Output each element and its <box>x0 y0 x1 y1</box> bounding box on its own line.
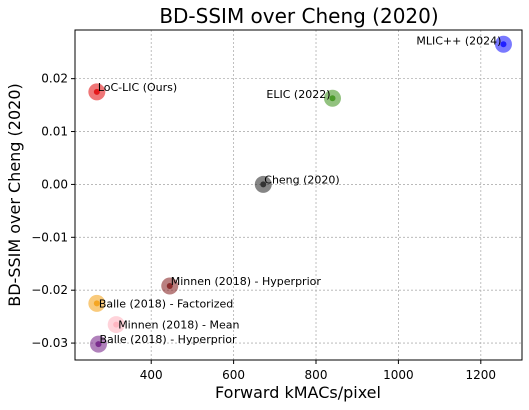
x-tick-label: 1200 <box>466 368 497 382</box>
data-point-label: MLIC++ (2024) <box>416 34 501 47</box>
data-point <box>329 95 336 102</box>
data-point-label: ELIC (2022) <box>266 88 330 101</box>
grid-lines <box>75 30 522 360</box>
data-points: LoC-LIC (Ours) ELIC (2022) MLIC++ (2024) Ch… <box>88 34 512 353</box>
data-point <box>166 282 173 289</box>
data-point <box>93 88 100 95</box>
axis-ticks: 400 600 800 1000 1200 −0.03 −0.02 −0.01 0.00 0.01… <box>31 72 496 382</box>
data-point-label: Balle (2018) - Factorized <box>99 297 233 310</box>
y-tick-label: 0.02 <box>41 72 68 86</box>
x-tick-label: 1000 <box>383 368 414 382</box>
x-axis-label: Forward kMACs/pixel <box>215 383 381 402</box>
y-tick-label: 0.00 <box>41 177 68 191</box>
x-tick-label: 600 <box>222 368 245 382</box>
x-tick-label: 400 <box>140 368 163 382</box>
y-tick-label: 0.01 <box>41 125 68 139</box>
data-point <box>500 41 507 48</box>
data-point-label: Minnen (2018) - Mean <box>118 319 239 332</box>
y-tick-label: −0.02 <box>31 283 68 297</box>
data-point <box>260 181 267 188</box>
y-tick-label: −0.03 <box>31 336 68 350</box>
y-axis-label: BD-SSIM over Cheng (2020) <box>5 83 24 307</box>
data-point-label: Balle (2018) - Hyperprior <box>99 333 237 346</box>
data-point-label: Cheng (2020) <box>264 173 339 186</box>
data-point <box>95 341 102 348</box>
x-tick-label: 800 <box>305 368 328 382</box>
plot-frame <box>74 29 523 361</box>
y-tick-label: −0.01 <box>31 230 68 244</box>
data-point <box>93 300 100 307</box>
data-point-label: LoC-LIC (Ours) <box>98 81 177 94</box>
data-point <box>113 321 120 328</box>
data-point-label: Minnen (2018) - Hyperprior <box>171 275 322 288</box>
chart-title: BD-SSIM over Cheng (2020) <box>159 4 438 28</box>
